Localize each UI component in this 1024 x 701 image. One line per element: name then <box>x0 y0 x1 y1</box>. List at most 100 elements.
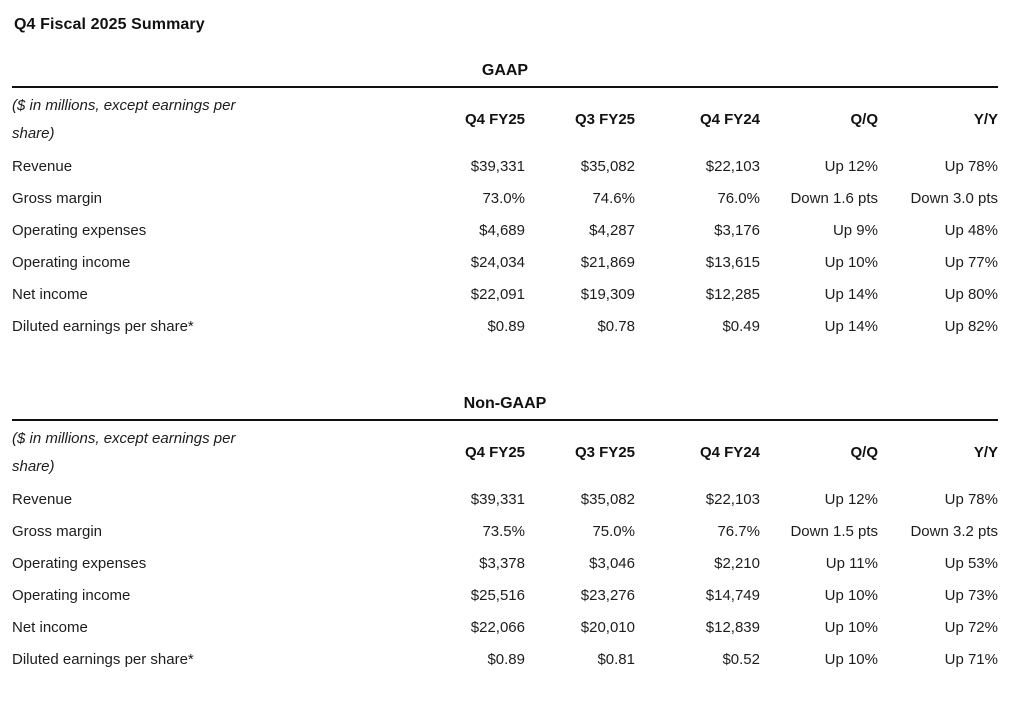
cell-value: Up 78% <box>944 158 998 175</box>
cell-value: Up 82% <box>944 318 998 335</box>
cell-value: $14,749 <box>705 587 760 604</box>
cell-value: $23,276 <box>580 587 635 604</box>
cell-value: Up 12% <box>824 158 878 175</box>
cell-value: $21,869 <box>580 254 635 271</box>
row-label: Gross margin <box>12 190 103 207</box>
table-row-operating-income: Operating income $25,516 $23,276 $14,749… <box>12 580 998 612</box>
cell-value: $4,689 <box>479 222 525 239</box>
header-row: ($ in millions, except earnings per shar… <box>12 88 998 151</box>
cell-value: 75.0% <box>592 523 635 540</box>
cell-value: Down 1.5 pts <box>790 523 878 540</box>
cell-value: Up 10% <box>824 651 878 668</box>
cell-value: Up 10% <box>824 587 878 604</box>
table-row-operating-expenses: Operating expenses $3,378 $3,046 $2,210 … <box>12 548 998 580</box>
column-header-qq: Q/Q <box>850 444 878 461</box>
table-caption-non-gaap: Non-GAAP <box>12 395 998 421</box>
cell-value: Up 72% <box>944 619 998 636</box>
cell-value: $25,516 <box>470 587 525 604</box>
row-label: Net income <box>12 286 88 303</box>
row-label: Net income <box>12 619 88 636</box>
cell-value: $3,176 <box>714 222 760 239</box>
cell-value: $24,034 <box>470 254 525 271</box>
cell-value: Down 3.2 pts <box>910 523 998 540</box>
cell-value: $3,046 <box>589 555 635 572</box>
table-row-diluted-eps: Diluted earnings per share* $0.89 $0.81 … <box>12 644 998 676</box>
non-gaap-table-section: Non-GAAP ($ in millions, except earnings… <box>12 395 998 676</box>
cell-value: 73.5% <box>482 523 525 540</box>
row-label: Revenue <box>12 158 73 175</box>
row-label: Revenue <box>12 491 73 508</box>
cell-value: $22,103 <box>705 158 760 175</box>
cell-value: Up 78% <box>944 491 998 508</box>
cell-value: 76.0% <box>717 190 760 207</box>
cell-value: $0.78 <box>597 318 635 335</box>
cell-value: $22,091 <box>470 286 525 303</box>
table-row-diluted-eps: Diluted earnings per share* $0.89 $0.78 … <box>12 311 998 343</box>
cell-value: Up 14% <box>824 318 878 335</box>
gaap-table-section: GAAP ($ in millions, except earnings per… <box>12 62 998 343</box>
cell-value: $22,103 <box>705 491 760 508</box>
table-row-gross-margin: Gross margin 73.5% 75.0% 76.7% Down 1.5 … <box>12 516 998 548</box>
cell-value: $39,331 <box>470 491 525 508</box>
cell-value: $0.52 <box>722 651 760 668</box>
header-row: ($ in millions, except earnings per shar… <box>12 421 998 484</box>
cell-value: Up 71% <box>944 651 998 668</box>
cell-value: $35,082 <box>580 158 635 175</box>
cell-value: Up 14% <box>824 286 878 303</box>
gaap-table: ($ in millions, except earnings per shar… <box>12 88 998 343</box>
cell-value: $12,285 <box>705 286 760 303</box>
cell-value: Up 11% <box>825 555 878 572</box>
cell-value: Up 9% <box>832 222 878 239</box>
cell-value: $20,010 <box>580 619 635 636</box>
cell-value: Up 80% <box>944 286 998 303</box>
cell-value: $35,082 <box>580 491 635 508</box>
cell-value: 73.0% <box>482 190 525 207</box>
cell-value: $19,309 <box>580 286 635 303</box>
row-label: Operating expenses <box>12 555 147 572</box>
table-caption-gaap: GAAP <box>12 62 998 88</box>
cell-value: $0.49 <box>722 318 760 335</box>
units-note: ($ in millions, except earnings per shar… <box>12 430 236 475</box>
summary-page: Q4 Fiscal 2025 Summary GAAP ($ in millio… <box>12 0 998 676</box>
table-row-gross-margin: Gross margin 73.0% 74.6% 76.0% Down 1.6 … <box>12 183 998 215</box>
cell-value: $12,839 <box>705 619 760 636</box>
cell-value: Down 3.0 pts <box>910 190 998 207</box>
cell-value: Up 10% <box>824 619 878 636</box>
column-header-qq: Q/Q <box>850 111 878 128</box>
table-row-net-income: Net income $22,066 $20,010 $12,839 Up 10… <box>12 612 998 644</box>
cell-value: $0.81 <box>597 651 635 668</box>
column-header-yy: Y/Y <box>973 444 998 461</box>
cell-value: 76.7% <box>717 523 760 540</box>
cell-value: $22,066 <box>470 619 525 636</box>
cell-value: $2,210 <box>714 555 760 572</box>
cell-value: Up 73% <box>944 587 998 604</box>
cell-value: Up 10% <box>824 254 878 271</box>
table-row-revenue: Revenue $39,331 $35,082 $22,103 Up 12% U… <box>12 484 998 516</box>
table-row-operating-expenses: Operating expenses $4,689 $4,287 $3,176 … <box>12 215 998 247</box>
column-header-yy: Y/Y <box>973 111 998 128</box>
cell-value: Up 53% <box>944 555 998 572</box>
row-label: Operating income <box>12 254 131 271</box>
row-label: Diluted earnings per share* <box>12 651 194 668</box>
column-header-q4fy25: Q4 FY25 <box>464 111 525 128</box>
column-header-q4fy24: Q4 FY24 <box>699 444 760 461</box>
table-row-net-income: Net income $22,091 $19,309 $12,285 Up 14… <box>12 279 998 311</box>
column-header-q4fy24: Q4 FY24 <box>699 111 760 128</box>
cell-value: $3,378 <box>479 555 525 572</box>
column-header-q3fy25: Q3 FY25 <box>574 111 635 128</box>
cell-value: $0.89 <box>487 651 525 668</box>
cell-value: Up 48% <box>944 222 998 239</box>
cell-value: Up 77% <box>944 254 998 271</box>
cell-value: Up 12% <box>824 491 878 508</box>
cell-value: Down 1.6 pts <box>790 190 878 207</box>
table-row-operating-income: Operating income $24,034 $21,869 $13,615… <box>12 247 998 279</box>
cell-value: $0.89 <box>487 318 525 335</box>
table-row-revenue: Revenue $39,331 $35,082 $22,103 Up 12% U… <box>12 151 998 183</box>
cell-value: $4,287 <box>589 222 635 239</box>
row-label: Diluted earnings per share* <box>12 318 194 335</box>
row-label: Operating expenses <box>12 222 147 239</box>
cell-value: 74.6% <box>592 190 635 207</box>
non-gaap-table: ($ in millions, except earnings per shar… <box>12 421 998 676</box>
cell-value: $39,331 <box>470 158 525 175</box>
cell-value: $13,615 <box>705 254 760 271</box>
